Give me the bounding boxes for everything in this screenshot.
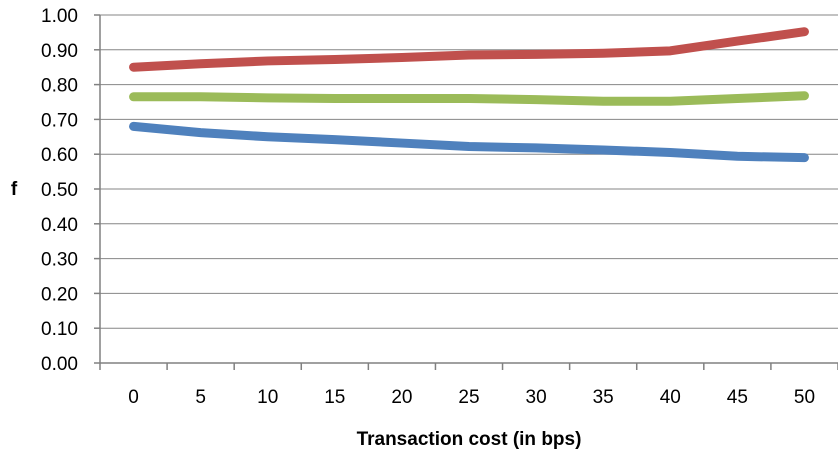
x-tick-label: 25 xyxy=(458,387,479,408)
y-tick-label: 0.10 xyxy=(41,319,78,340)
y-tick-label: 0.30 xyxy=(41,250,78,271)
y-tick-label: 0.90 xyxy=(41,41,78,62)
series-lines xyxy=(129,27,809,163)
series-line-3 xyxy=(129,121,809,163)
x-tick-label: 40 xyxy=(660,387,681,408)
y-tick-label: 0.50 xyxy=(41,180,78,201)
series-line-2 xyxy=(129,91,809,106)
y-axis-title: f xyxy=(11,179,18,200)
y-tick-label: 0.00 xyxy=(41,354,78,375)
y-tick-label: 0.80 xyxy=(41,76,78,97)
x-tick-label: 50 xyxy=(794,387,815,408)
y-tick-label: 0.40 xyxy=(41,215,78,236)
x-tick-label: 45 xyxy=(727,387,748,408)
x-tick-label: 0 xyxy=(128,387,139,408)
series-line-1 xyxy=(129,27,809,72)
y-tick-label: 0.60 xyxy=(41,145,78,166)
gridlines xyxy=(100,14,838,329)
y-tick-labels: 0.00 0.10 0.20 0.30 0.40 0.50 0.60 0.70 0.80 0.90… xyxy=(41,6,100,375)
x-tick-label: 30 xyxy=(526,387,547,408)
x-axis-title: Transaction cost (in bps) xyxy=(357,429,582,450)
x-tick-label: 15 xyxy=(324,387,345,408)
x-tick-label: 10 xyxy=(257,387,278,408)
x-tick-label: 35 xyxy=(593,387,614,408)
y-tick-label: 1.00 xyxy=(41,6,78,27)
x-tick-label: 5 xyxy=(195,387,206,408)
y-tick-label: 0.70 xyxy=(41,110,78,131)
x-tick-labels: 0 5 10 15 20 25 30 35 40 45 50 xyxy=(99,363,838,408)
y-tick-label: 0.20 xyxy=(41,284,78,305)
x-tick-label: 20 xyxy=(391,387,412,408)
